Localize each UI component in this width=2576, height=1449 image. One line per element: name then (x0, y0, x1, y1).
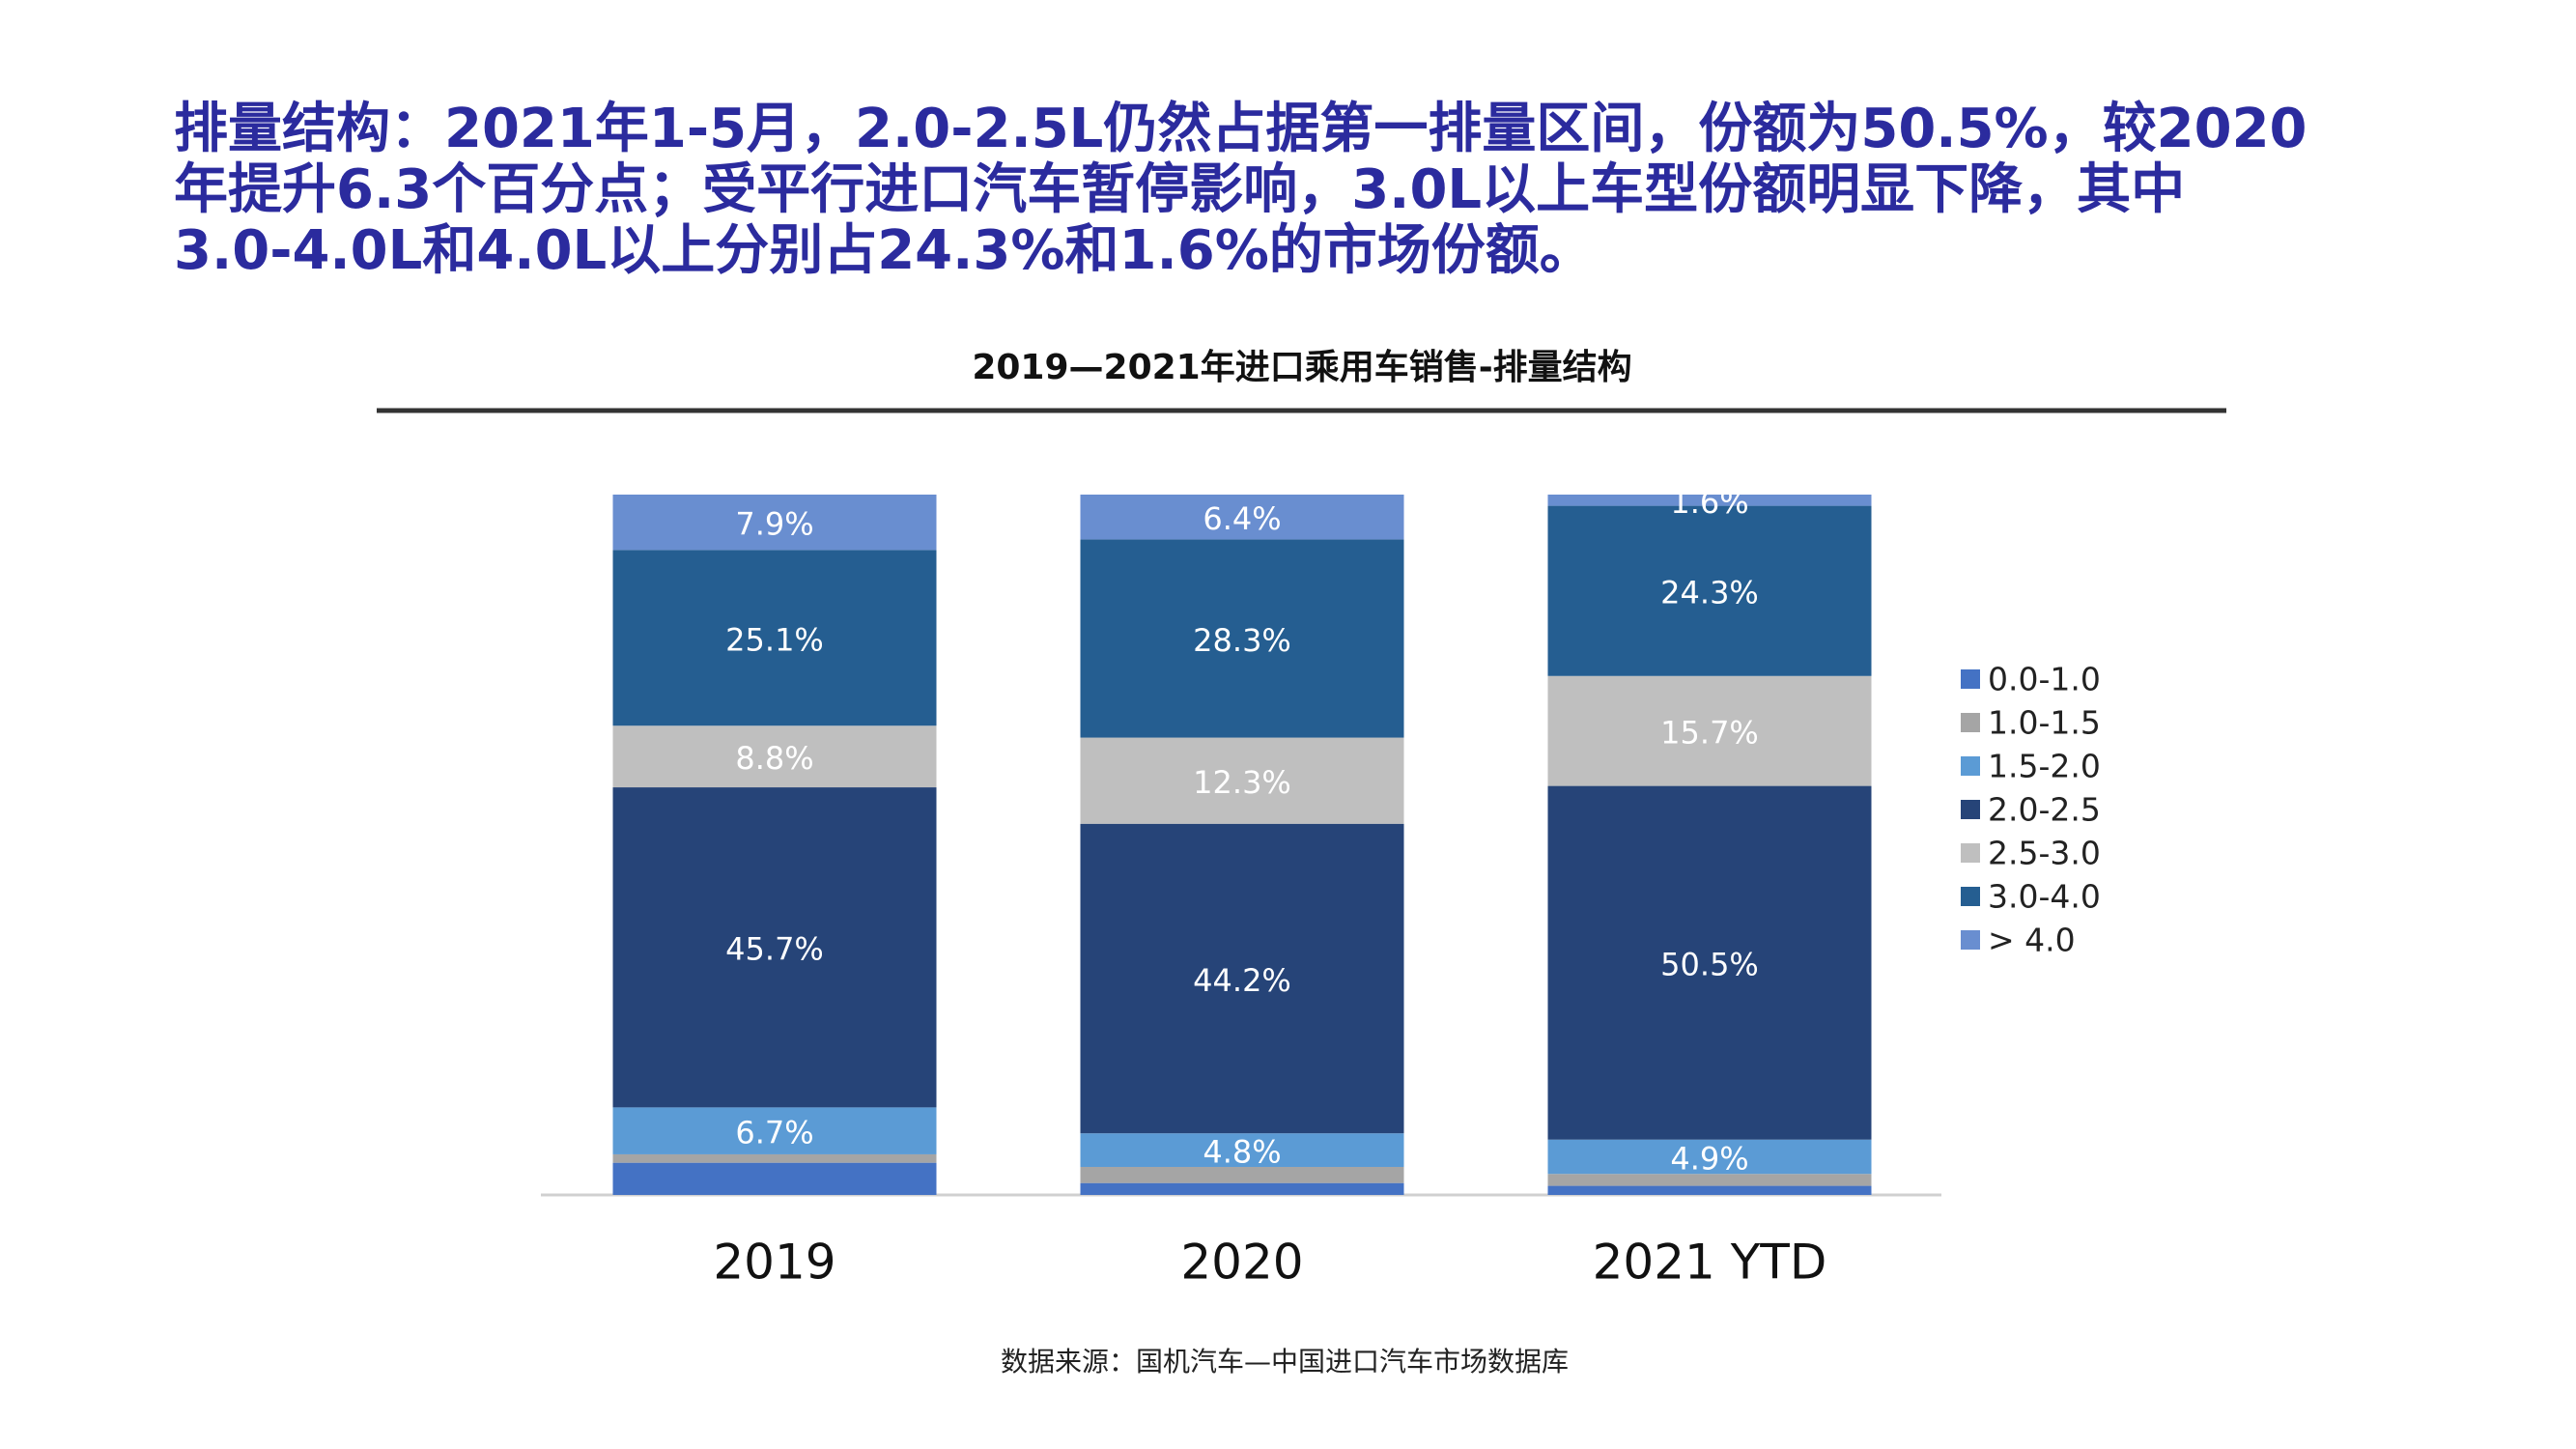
legend-label: 3.0-4.0 (1988, 878, 2101, 916)
heading-line: 年提升6.3个百分点；受平行进口汽车暂停影响，3.0L以上车型份额明显下降，其中 (174, 158, 2185, 221)
bar-segment (1080, 1133, 1404, 1167)
legend-label: 2.0-2.5 (1988, 791, 2101, 829)
legend-swatch (1961, 930, 1980, 950)
legend-swatch (1961, 713, 1980, 732)
data-label: 24.3% (1660, 575, 1759, 611)
bar-segment (1080, 823, 1404, 1134)
data-label: 1.6% (1670, 484, 1748, 521)
data-label: 50.5% (1660, 947, 1759, 983)
legend-swatch (1961, 843, 1980, 863)
data-label: 4.9% (1670, 1140, 1748, 1177)
bar-segment (1547, 505, 1872, 676)
legend-swatch (1961, 669, 1980, 689)
bar-segment (1080, 1167, 1404, 1183)
data-label: 7.9% (735, 506, 813, 543)
bar-segment (1547, 1185, 1872, 1195)
bar-segment (612, 1153, 937, 1163)
source: 数据来源：国机汽车—中国进口汽车市场数据库 (1001, 1346, 1569, 1378)
data-label: 12.3% (1193, 764, 1291, 801)
data-label: 6.7% (735, 1115, 813, 1151)
legend-swatch (1961, 887, 1980, 906)
bar-segment (1080, 737, 1404, 824)
bar-segment (1547, 785, 1872, 1140)
bar-segment (1547, 1174, 1872, 1186)
bar-segment (1080, 1182, 1404, 1195)
bar-segment (612, 1162, 937, 1195)
bar-segment (1080, 495, 1404, 540)
bar-segment (612, 550, 937, 726)
data-label: 8.8% (735, 740, 813, 777)
bar-segment (1547, 495, 1872, 506)
data-label: 28.3% (1193, 622, 1291, 659)
heading-line: 排量结构：2021年1-5月，2.0-2.5L仍然占据第一排量区间，份额为50.… (174, 98, 2307, 160)
x-tick-label: 2020 (1180, 1235, 1303, 1291)
legend-label: 1.5-2.0 (1988, 748, 2101, 785)
chart-title: 2019—2021年进口乘用车销售-排量结构 (972, 348, 1631, 387)
data-label: 6.4% (1203, 500, 1281, 537)
x-tick-label: 2021 YTD (1593, 1235, 1827, 1291)
bar-segment (612, 725, 937, 788)
bar-segment (1547, 1139, 1872, 1175)
data-label: 45.7% (725, 931, 824, 968)
data-label: 4.8% (1203, 1134, 1281, 1171)
bar-segment (612, 787, 937, 1108)
legend-label: > 4.0 (1988, 922, 2076, 959)
bar-segment (1080, 539, 1404, 738)
x-tick-label: 2019 (713, 1235, 835, 1291)
legend-swatch (1961, 756, 1980, 776)
bar-segment (612, 1107, 937, 1154)
data-label: 25.1% (725, 621, 824, 658)
legend-swatch (1961, 800, 1980, 819)
data-label: 44.2% (1193, 962, 1291, 999)
bar-segment (1547, 675, 1872, 786)
data-label: 15.7% (1660, 715, 1759, 752)
legend-label: 1.0-1.5 (1988, 704, 2101, 742)
bar-segment (612, 495, 937, 551)
legend-label: 0.0-1.0 (1988, 661, 2101, 698)
heading-line: 3.0-4.0L和4.0L以上分别占24.3%和1.6%的市场份额。 (174, 219, 1594, 282)
legend-label: 2.5-3.0 (1988, 835, 2101, 872)
